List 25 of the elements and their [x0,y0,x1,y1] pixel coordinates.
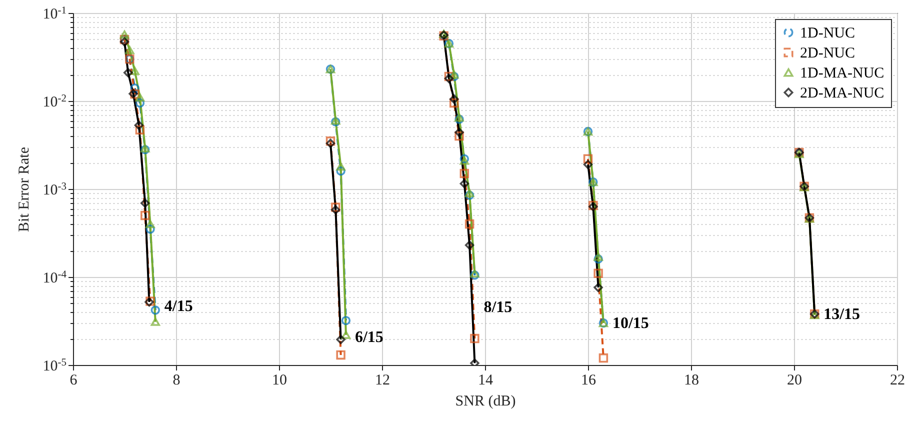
annotation: 13/15 [824,306,860,323]
legend-label: 2D-NUC [800,46,855,62]
annotation: 4/15 [164,298,193,316]
y-tick-label: 10$^{-5}$ [42,357,66,374]
x-tick-label: 14 [478,372,494,388]
y-axis-title: Bit Error Rate [16,146,32,232]
legend-label: 1D-MA-NUC [800,66,884,82]
annotation: 8/15 [484,298,512,316]
x-tick-label: 6 [70,372,78,388]
annotation: 6/15 [354,329,384,346]
x-axis-title: SNR (dB) [455,394,516,410]
x-tick-label: 8 [172,372,180,388]
legend-label: 1D-NUC [800,26,855,42]
x-tick-label: 12 [375,372,390,388]
x-tick-label: 10 [272,372,287,388]
x-tick-label: 16 [581,372,596,388]
y-tick-label: 10$^{-4}$ [42,269,68,286]
x-tick-label: 22 [890,372,905,388]
x-tick-label: 18 [684,372,699,388]
y-tick-label: 10$^{-2}$ [42,93,66,110]
x-tick-label: 20 [787,372,802,388]
annotation: 10/15 [612,315,649,332]
legend-label: 2D-MA-NUC [800,86,884,102]
y-tick-label: 10$^{-3}$ [42,181,66,198]
y-tick-label: 10$^{-1}$ [42,5,66,22]
